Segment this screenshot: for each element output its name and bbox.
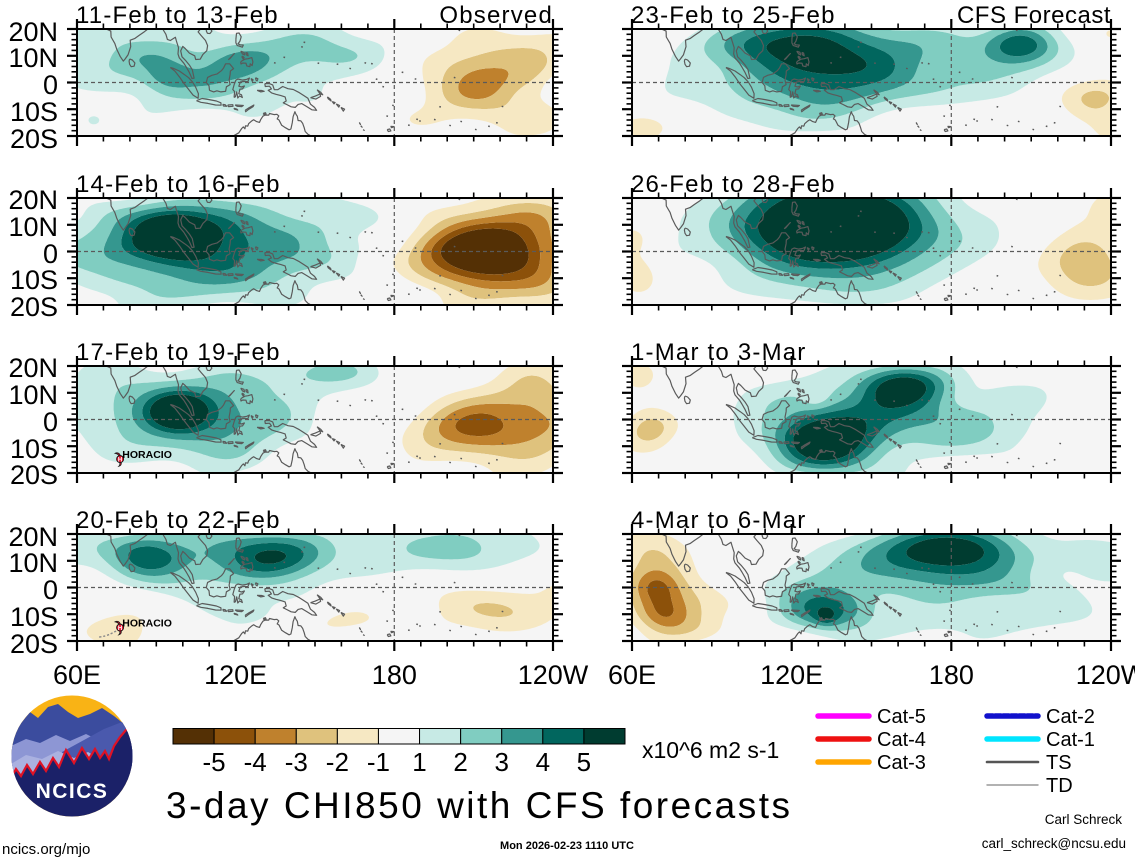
svg-text:H: H (118, 457, 122, 463)
svg-text:H: H (118, 626, 122, 632)
svg-text:NCICS: NCICS (36, 780, 109, 803)
svg-text:HORACIO: HORACIO (122, 449, 172, 461)
svg-text:HORACIO: HORACIO (122, 618, 172, 630)
